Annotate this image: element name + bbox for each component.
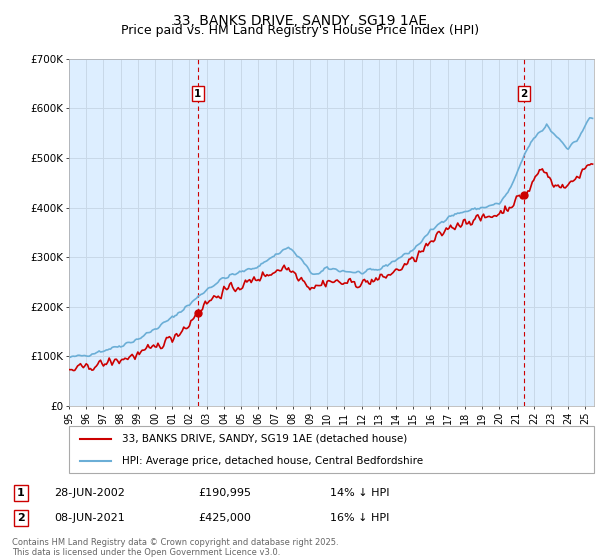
Text: 2: 2 — [520, 88, 528, 99]
Text: 1: 1 — [17, 488, 25, 498]
Text: £190,995: £190,995 — [198, 488, 251, 498]
Text: Contains HM Land Registry data © Crown copyright and database right 2025.
This d: Contains HM Land Registry data © Crown c… — [12, 538, 338, 557]
Text: 33, BANKS DRIVE, SANDY, SG19 1AE: 33, BANKS DRIVE, SANDY, SG19 1AE — [173, 14, 427, 28]
Text: 1: 1 — [194, 88, 202, 99]
Text: 33, BANKS DRIVE, SANDY, SG19 1AE (detached house): 33, BANKS DRIVE, SANDY, SG19 1AE (detach… — [121, 434, 407, 444]
Text: 14% ↓ HPI: 14% ↓ HPI — [330, 488, 389, 498]
FancyBboxPatch shape — [69, 426, 594, 473]
Text: 2: 2 — [17, 513, 25, 523]
Text: HPI: Average price, detached house, Central Bedfordshire: HPI: Average price, detached house, Cent… — [121, 456, 422, 466]
Text: £425,000: £425,000 — [198, 513, 251, 523]
Text: Price paid vs. HM Land Registry's House Price Index (HPI): Price paid vs. HM Land Registry's House … — [121, 24, 479, 37]
Text: 16% ↓ HPI: 16% ↓ HPI — [330, 513, 389, 523]
Text: 08-JUN-2021: 08-JUN-2021 — [54, 513, 125, 523]
Text: 28-JUN-2002: 28-JUN-2002 — [54, 488, 125, 498]
